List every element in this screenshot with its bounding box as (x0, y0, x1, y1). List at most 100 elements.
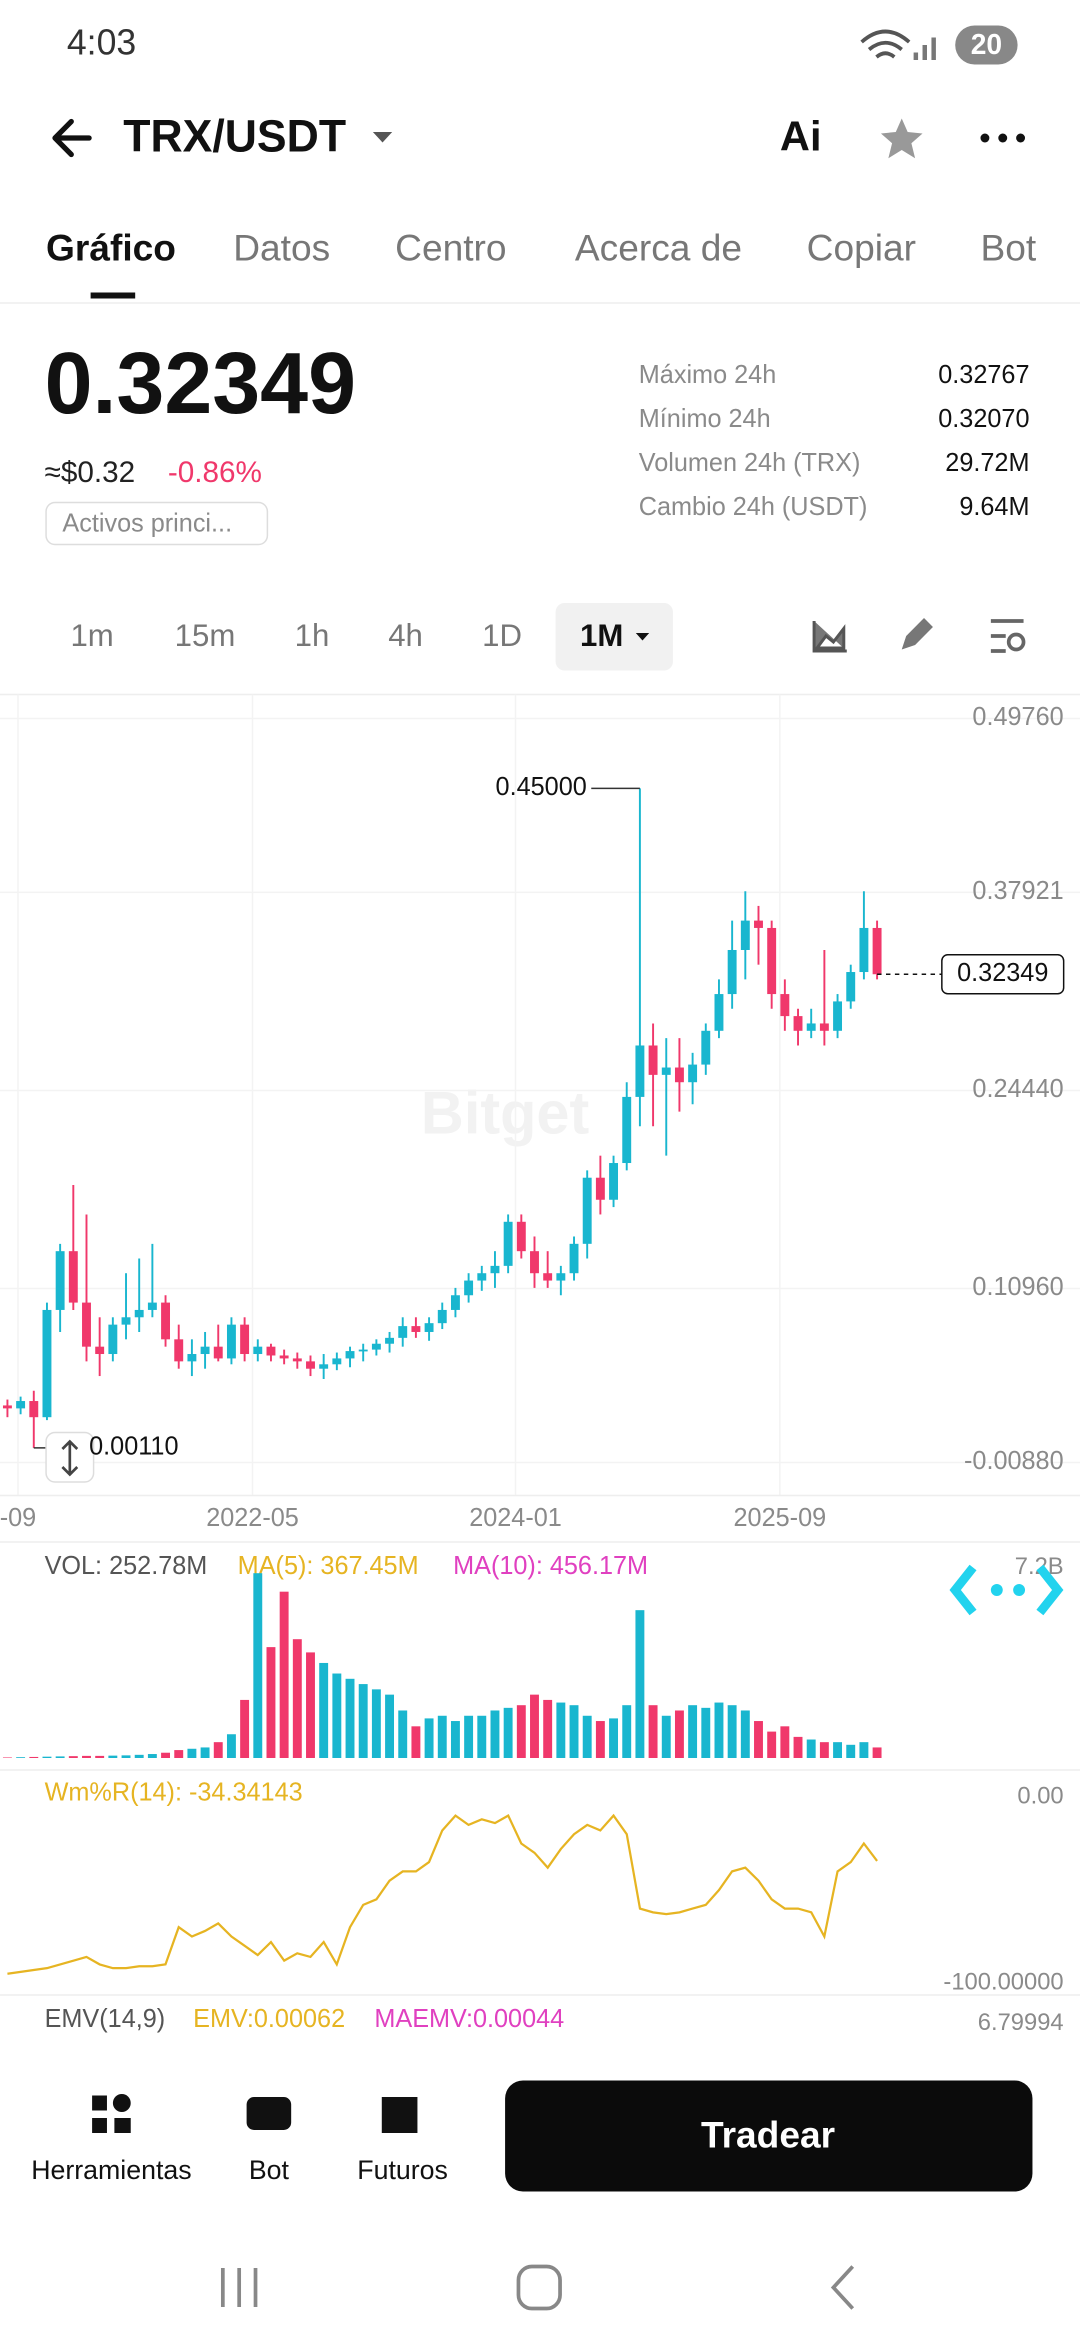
volume-bar (793, 1736, 803, 1758)
volume-bar (213, 1742, 223, 1758)
candle-body (134, 1309, 144, 1318)
volume-bar (477, 1715, 487, 1758)
tab[interactable]: Copiar (807, 226, 916, 268)
tab-indicator (90, 292, 136, 299)
emv-header: EMV:0.00062 (193, 2005, 345, 2033)
y-tick-label: 0.10960 (972, 1273, 1063, 1301)
tool-label[interactable]: Futuros (357, 2155, 448, 2185)
volume-bar (319, 1662, 329, 1758)
volume-header: MA(5): 367.45M (238, 1552, 419, 1580)
candle-body (648, 1045, 658, 1075)
nav-recents[interactable] (220, 2268, 258, 2307)
candle-body (793, 1016, 803, 1031)
price-change: -0.86% (168, 456, 262, 489)
wmr-tick-label: -100.00000 (943, 1968, 1063, 1995)
bot-icon[interactable] (246, 2097, 292, 2130)
x-tick-label: -09 (0, 1504, 36, 1532)
candle-body (543, 1273, 553, 1281)
chart-type-icon[interactable] (812, 621, 847, 653)
volume-bar (240, 1699, 250, 1758)
candle-body (345, 1351, 355, 1359)
candle-body (582, 1177, 592, 1244)
candle-body (358, 1349, 368, 1352)
candle-body (108, 1324, 118, 1355)
settings-icon-dot (1006, 632, 1026, 652)
volume-bar (332, 1673, 342, 1758)
interval[interactable]: 15m (175, 618, 236, 653)
candle-body (147, 1302, 157, 1310)
tab[interactable]: Datos (233, 226, 330, 268)
tool-label[interactable]: Herramientas (31, 2155, 191, 2185)
candle-body (872, 927, 882, 975)
trade-button[interactable] (505, 2080, 1033, 2192)
tab[interactable]: Gráfico (46, 226, 176, 268)
volume-bar (226, 1734, 236, 1758)
pair-dropdown[interactable] (372, 132, 393, 143)
volume-bar (490, 1710, 500, 1758)
volume-bar (187, 1748, 197, 1758)
trade-button-label[interactable]: Tradear (701, 2113, 835, 2155)
nav-home[interactable] (516, 2264, 562, 2311)
volume-bar (714, 1702, 724, 1758)
interval[interactable]: 1D (482, 618, 522, 653)
candle-body (569, 1243, 579, 1274)
volume-bar (55, 1756, 65, 1758)
pair-title[interactable]: TRX/USDT (123, 111, 346, 161)
candle-body (29, 1401, 39, 1418)
tool-label[interactable]: Bot (249, 2155, 290, 2185)
volume-bar (437, 1715, 447, 1758)
candle-body (477, 1273, 487, 1281)
stat-label: Mínimo 24h (639, 405, 771, 433)
candle-body (727, 949, 737, 995)
volume-bar (358, 1684, 368, 1758)
volume-header: VOL: 252.78M (45, 1552, 208, 1580)
volume-bar (595, 1721, 605, 1758)
favorite-star[interactable] (880, 118, 923, 159)
settings-icon[interactable] (990, 619, 1024, 653)
more-menu[interactable] (980, 133, 1026, 143)
futures-icon[interactable] (381, 2097, 418, 2133)
candle-body (82, 1302, 91, 1347)
candle-body (213, 1346, 223, 1359)
tab[interactable]: Bot (980, 226, 1036, 268)
tab[interactable]: Acerca de (575, 226, 742, 268)
tab[interactable]: Centro (395, 226, 506, 268)
tag-chip[interactable] (45, 501, 269, 546)
tools-icon[interactable] (92, 2094, 131, 2133)
candle-body (714, 994, 724, 1031)
interval[interactable]: 4h (388, 618, 423, 653)
volume-bar (661, 1715, 671, 1758)
scale-handle-icon (61, 1439, 79, 1477)
draw-icon[interactable] (901, 618, 933, 650)
tag-text[interactable]: Activos princi... (62, 510, 232, 538)
volume-bar (622, 1705, 632, 1758)
x-tick-label: 2022-05 (206, 1504, 299, 1532)
stat-value: 29.72M (945, 449, 1029, 477)
last-price-box (941, 953, 1065, 995)
tab-bar: Gráfico Datos Centro Acerca de Copiar Bot (46, 226, 1037, 268)
volume-bar (543, 1699, 553, 1758)
interval[interactable]: 1h (295, 618, 330, 653)
ai-button[interactable]: Ai (780, 112, 822, 159)
candle-body (516, 1221, 526, 1252)
y-tick-label: -0.00880 (964, 1447, 1064, 1475)
nav-back[interactable] (830, 2265, 855, 2310)
interval-dropdown[interactable] (635, 633, 650, 641)
assistant-icon[interactable] (949, 1564, 1064, 1616)
volume-bar (147, 1754, 157, 1758)
interval[interactable]: 1M (580, 618, 623, 653)
candle-body (161, 1302, 171, 1340)
interval[interactable]: 1m (70, 618, 113, 653)
volume-bar (846, 1744, 856, 1758)
candle-body (55, 1251, 65, 1310)
candle-body (661, 1067, 671, 1075)
back-button[interactable] (52, 118, 92, 158)
candle-body (121, 1317, 131, 1325)
volume-bar (68, 1756, 78, 1758)
volume-bar (635, 1610, 645, 1758)
wmr-tick-label: 0.00 (1017, 1782, 1063, 1809)
candle-body (595, 1177, 605, 1200)
volume-bar (688, 1705, 698, 1758)
candle-body (292, 1358, 302, 1362)
